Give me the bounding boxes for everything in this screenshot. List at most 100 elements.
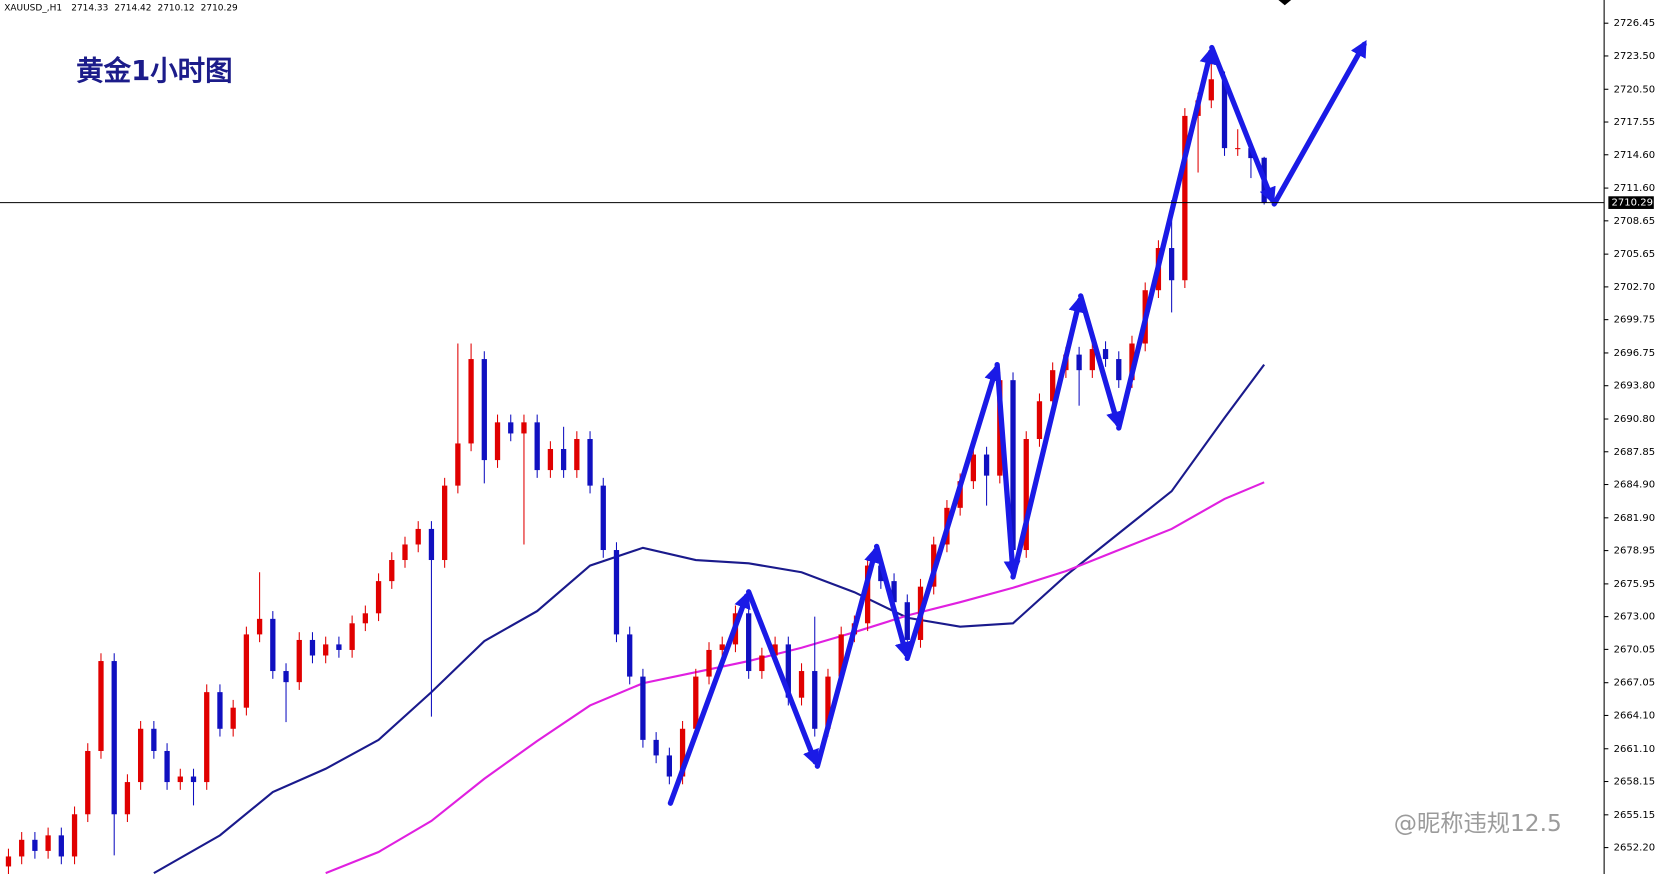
candle-body xyxy=(613,550,620,635)
symbol: XAUUSD_,H1 xyxy=(4,3,62,13)
annotation-arrows xyxy=(667,39,1367,806)
y-tick-label: 2667.05 xyxy=(1614,678,1655,689)
y-tick-label: 2723.50 xyxy=(1614,51,1655,62)
arrow xyxy=(1010,295,1086,580)
y-tick-label: 2699.75 xyxy=(1614,315,1655,326)
candle-body xyxy=(1182,115,1188,281)
candle-body xyxy=(468,359,474,444)
y-tick-label: 2720.50 xyxy=(1614,84,1655,95)
candle-body xyxy=(494,422,501,461)
y-tick-label: 2693.80 xyxy=(1614,381,1655,392)
y-tick-label: 2652.20 xyxy=(1614,843,1655,854)
candle-body xyxy=(825,676,831,729)
arrow xyxy=(873,543,912,660)
candle-body xyxy=(455,443,461,486)
candle-body xyxy=(336,644,342,650)
candle-body xyxy=(1235,148,1241,150)
y-tick-label: 2684.90 xyxy=(1614,480,1655,491)
y-tick-label: 2655.15 xyxy=(1614,810,1655,821)
candle-body xyxy=(71,814,78,857)
candle-body xyxy=(653,739,659,756)
candle-body xyxy=(772,644,778,656)
candle-body xyxy=(177,776,183,783)
candle-body xyxy=(309,639,316,656)
candle-body xyxy=(547,448,554,471)
candle-body xyxy=(891,581,897,603)
header-low: 2710.12 xyxy=(158,3,195,13)
chart-title: 黄金1小时图 xyxy=(76,55,233,87)
candle-body xyxy=(521,422,527,434)
candle-body xyxy=(679,728,686,777)
candle-body xyxy=(270,618,276,672)
arrow xyxy=(667,591,751,806)
candle-body xyxy=(838,634,844,677)
marker xyxy=(1278,0,1292,6)
candle-body xyxy=(878,565,884,582)
moving-average xyxy=(153,363,1266,874)
candle-body xyxy=(362,613,368,624)
candle-body xyxy=(706,649,712,677)
header-open: 2714.33 xyxy=(71,3,108,13)
header: XAUUSD_,H1 2714.33 2714.42 2710.12 2710.… xyxy=(4,3,238,13)
y-tick-label: 2696.75 xyxy=(1614,348,1655,359)
y-tick-label: 2678.95 xyxy=(1614,546,1655,557)
candle-body xyxy=(204,692,210,783)
candle-body xyxy=(719,644,725,650)
y-tick-label: 2711.60 xyxy=(1614,183,1655,194)
candle-body xyxy=(812,671,818,729)
y-tick-label: 2658.15 xyxy=(1614,777,1655,788)
candle-body xyxy=(587,438,593,486)
candle-body xyxy=(58,835,64,857)
candle-body xyxy=(534,422,540,471)
candle-body xyxy=(230,707,236,729)
candle-body xyxy=(574,438,580,471)
candle-body xyxy=(666,755,672,777)
candle-body xyxy=(5,856,12,867)
candle-body xyxy=(970,454,977,482)
candle-body xyxy=(1089,349,1095,371)
candle-body xyxy=(1116,359,1122,381)
candle-body xyxy=(402,544,408,561)
candle-body xyxy=(746,613,752,672)
candle-body xyxy=(1208,79,1214,101)
candle-body xyxy=(600,485,606,551)
candle-body xyxy=(151,728,157,751)
y-tick-label: 2675.95 xyxy=(1614,579,1655,590)
candle-body xyxy=(640,676,646,740)
current-price-box xyxy=(1608,196,1654,209)
candle-body xyxy=(349,623,355,650)
arrow xyxy=(904,363,1001,662)
candle-body xyxy=(983,454,990,476)
candle-body xyxy=(904,602,910,640)
y-tick-label: 2670.05 xyxy=(1614,644,1655,655)
candle-body xyxy=(560,448,567,471)
candle-body xyxy=(1129,343,1135,381)
y-tick-label: 2726.45 xyxy=(1614,18,1655,29)
candle-body xyxy=(137,728,144,783)
y-tick-label: 2673.00 xyxy=(1614,612,1655,623)
candle-body xyxy=(1221,79,1228,149)
candle-body xyxy=(864,565,871,624)
candle-body xyxy=(785,644,791,698)
candle-body xyxy=(111,661,117,815)
candle-body xyxy=(1102,349,1109,360)
candle-body xyxy=(798,671,805,698)
arrow xyxy=(1116,46,1217,431)
current-price-label: 2710.29 xyxy=(1612,198,1653,209)
candle-body xyxy=(1076,354,1082,371)
watermark: @昵称违规12.5 xyxy=(1394,810,1562,837)
candle-body xyxy=(428,528,435,561)
y-tick-label: 2702.70 xyxy=(1614,282,1655,293)
y-tick-label: 2661.10 xyxy=(1614,744,1655,755)
y-tick-label: 2717.55 xyxy=(1614,117,1655,128)
candle-body xyxy=(32,839,38,851)
y-tick-label: 2714.60 xyxy=(1614,150,1655,161)
candle-body xyxy=(124,782,131,815)
candle-body xyxy=(296,639,302,683)
arrow xyxy=(1209,44,1276,205)
candle-body xyxy=(1010,380,1016,551)
candle-body xyxy=(256,618,263,635)
moving-average xyxy=(325,481,1265,874)
